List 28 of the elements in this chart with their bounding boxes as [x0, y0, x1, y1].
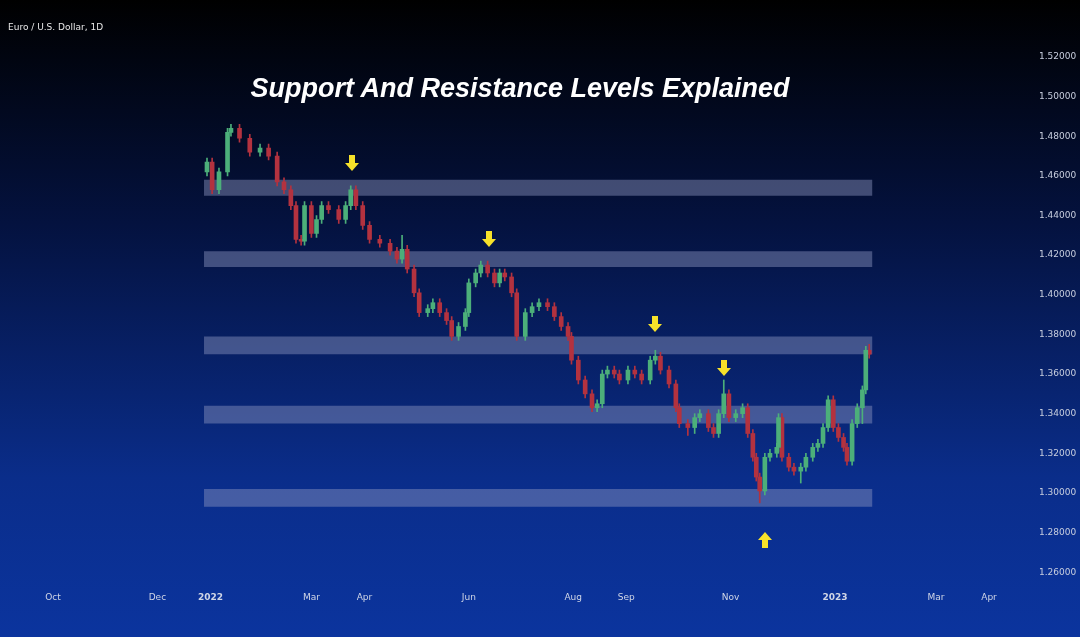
y-tick-label: 1.48000: [1039, 130, 1077, 141]
y-tick-label: 1.40000: [1039, 289, 1077, 300]
y-tick-label: 1.32000: [1039, 447, 1077, 458]
y-tick-label: 1.50000: [1039, 90, 1077, 101]
text: Support And Resistance Levels Explained: [249, 73, 791, 104]
x-tick-label: Mar: [927, 591, 945, 602]
y-tick-label: 1.38000: [1039, 328, 1077, 339]
x-tick-label: Apr: [981, 591, 998, 602]
x-tick-label: 2023: [822, 591, 848, 602]
y-tick-label: 1.26000: [1039, 566, 1077, 577]
y-tick-label: 1.42000: [1039, 249, 1077, 260]
x-tick-label: Oct: [45, 591, 62, 602]
x-tick-label: Aug: [564, 591, 582, 602]
chart-subtitle: Euro / U.S. Dollar, 1D: [8, 22, 104, 32]
x-tick-label: Apr: [356, 591, 373, 602]
x-tick-label: 2022: [197, 591, 223, 602]
x-tick-label: Dec: [148, 591, 167, 602]
y-tick-label: 1.44000: [1039, 209, 1077, 220]
x-tick-label: Nov: [721, 591, 741, 602]
x-tick-label: Jun: [460, 591, 476, 602]
x-tick-label: Sep: [617, 591, 635, 602]
x-tick-label: Mar: [302, 591, 321, 602]
y-tick-label: 1.36000: [1039, 368, 1077, 379]
y-tick-label: 1.46000: [1039, 170, 1077, 181]
y-tick-label: 1.30000: [1039, 487, 1077, 498]
y-tick-label: 1.52000: [1039, 51, 1077, 62]
y-tick-label: 1.28000: [1039, 526, 1077, 537]
y-tick-label: 1.34000: [1039, 408, 1077, 419]
